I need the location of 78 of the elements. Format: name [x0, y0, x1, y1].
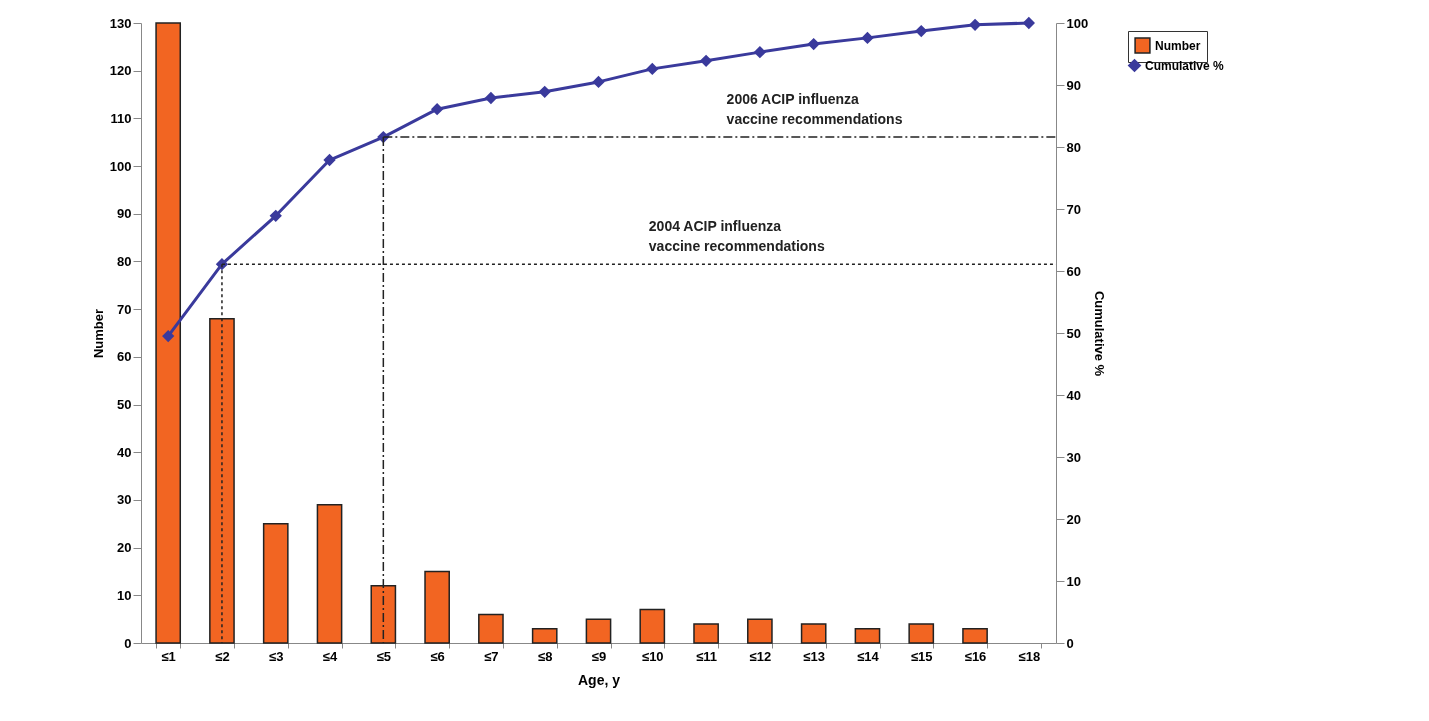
y2-tick-label: 10 [1066, 573, 1081, 589]
x-tick-label: ≤9 [591, 648, 607, 664]
y-tick-label: 100 [109, 158, 132, 174]
y-tick-label: 70 [117, 301, 132, 317]
point [270, 210, 282, 222]
x-tick-label: ≤11 [696, 648, 718, 664]
bar [155, 22, 182, 644]
bar [478, 613, 504, 644]
y-tick-label: 60 [117, 349, 132, 365]
x-tick-label: ≤18 [1018, 648, 1041, 664]
point [807, 38, 820, 50]
point [323, 154, 336, 166]
point [754, 46, 766, 58]
y-tick-label: 110 [110, 110, 132, 126]
y-tick-label: 20 [117, 540, 132, 556]
x-tick-label: ≤10 [641, 648, 664, 664]
y2-tick-label: 100 [1066, 15, 1089, 31]
ref-line-label: 2006 ACIP influenza vaccine recommendations [726, 91, 903, 128]
y-tick-label: 90 [117, 206, 132, 222]
y2-tick-label: 0 [1066, 635, 1074, 651]
point [592, 76, 605, 88]
point [700, 55, 712, 67]
x-tick-label: ≤2 [215, 648, 230, 664]
y-tick-label: 130 [109, 15, 132, 31]
y2-tick-label: 20 [1066, 511, 1081, 527]
y2-tick-label: 80 [1066, 139, 1081, 155]
y2-tick-label: 90 [1066, 77, 1081, 93]
bar [800, 623, 827, 644]
point [861, 32, 874, 44]
x-tick-label: ≤6 [430, 648, 445, 664]
bar [585, 618, 612, 644]
y2-axis-title: Cumulative % [1092, 290, 1108, 377]
x-tick-label: ≤13 [803, 648, 825, 664]
point [969, 19, 981, 31]
y2-tick-label: 30 [1066, 449, 1081, 465]
x-tick-label: ≤4 [322, 648, 338, 664]
x-axis-title: Age, y [577, 671, 621, 688]
bar [854, 627, 881, 644]
legend-label: Number [1155, 38, 1201, 53]
bar [908, 623, 935, 644]
x-tick-label: ≤1 [161, 648, 176, 664]
y2-tick-label: 50 [1066, 325, 1081, 341]
y2-tick-label: 60 [1066, 263, 1081, 279]
bar [316, 503, 343, 644]
x-tick-label: ≤15 [910, 648, 933, 664]
y-tick-label: 10 [117, 587, 132, 603]
x-tick-label: ≤3 [269, 648, 284, 664]
x-tick-label: ≤5 [376, 648, 392, 664]
bar [531, 627, 558, 644]
bar [747, 618, 773, 644]
point [915, 25, 927, 37]
point [1023, 17, 1035, 29]
point [431, 103, 443, 115]
x-tick-label: ≤16 [964, 648, 987, 664]
y-tick-label: 0 [124, 635, 132, 651]
y-tick-label: 120 [109, 63, 132, 79]
y-tick-label: 50 [117, 397, 132, 413]
x-tick-label: ≤12 [749, 648, 772, 664]
legend-label: Cumulative % [1145, 58, 1225, 73]
y-tick-label: 80 [117, 253, 132, 269]
point [538, 86, 551, 98]
bar [424, 570, 450, 644]
bar [639, 608, 666, 644]
x-tick-label: ≤14 [857, 648, 880, 664]
bar [262, 523, 289, 644]
y2-tick-label: 40 [1066, 387, 1081, 403]
point [485, 92, 497, 104]
y-tick-label: 30 [117, 492, 132, 508]
y-tick-label: 40 [117, 444, 132, 460]
x-tick-label: ≤7 [484, 648, 499, 664]
y-axis-title: Number [90, 308, 106, 359]
y2-tick-label: 70 [1066, 201, 1081, 217]
point [646, 63, 659, 75]
bar [693, 623, 719, 644]
bar [962, 627, 988, 644]
point [162, 330, 174, 342]
x-tick-label: ≤8 [538, 648, 553, 664]
ref-line-label: 2004 ACIP influenza vaccine recommendations [648, 218, 825, 255]
